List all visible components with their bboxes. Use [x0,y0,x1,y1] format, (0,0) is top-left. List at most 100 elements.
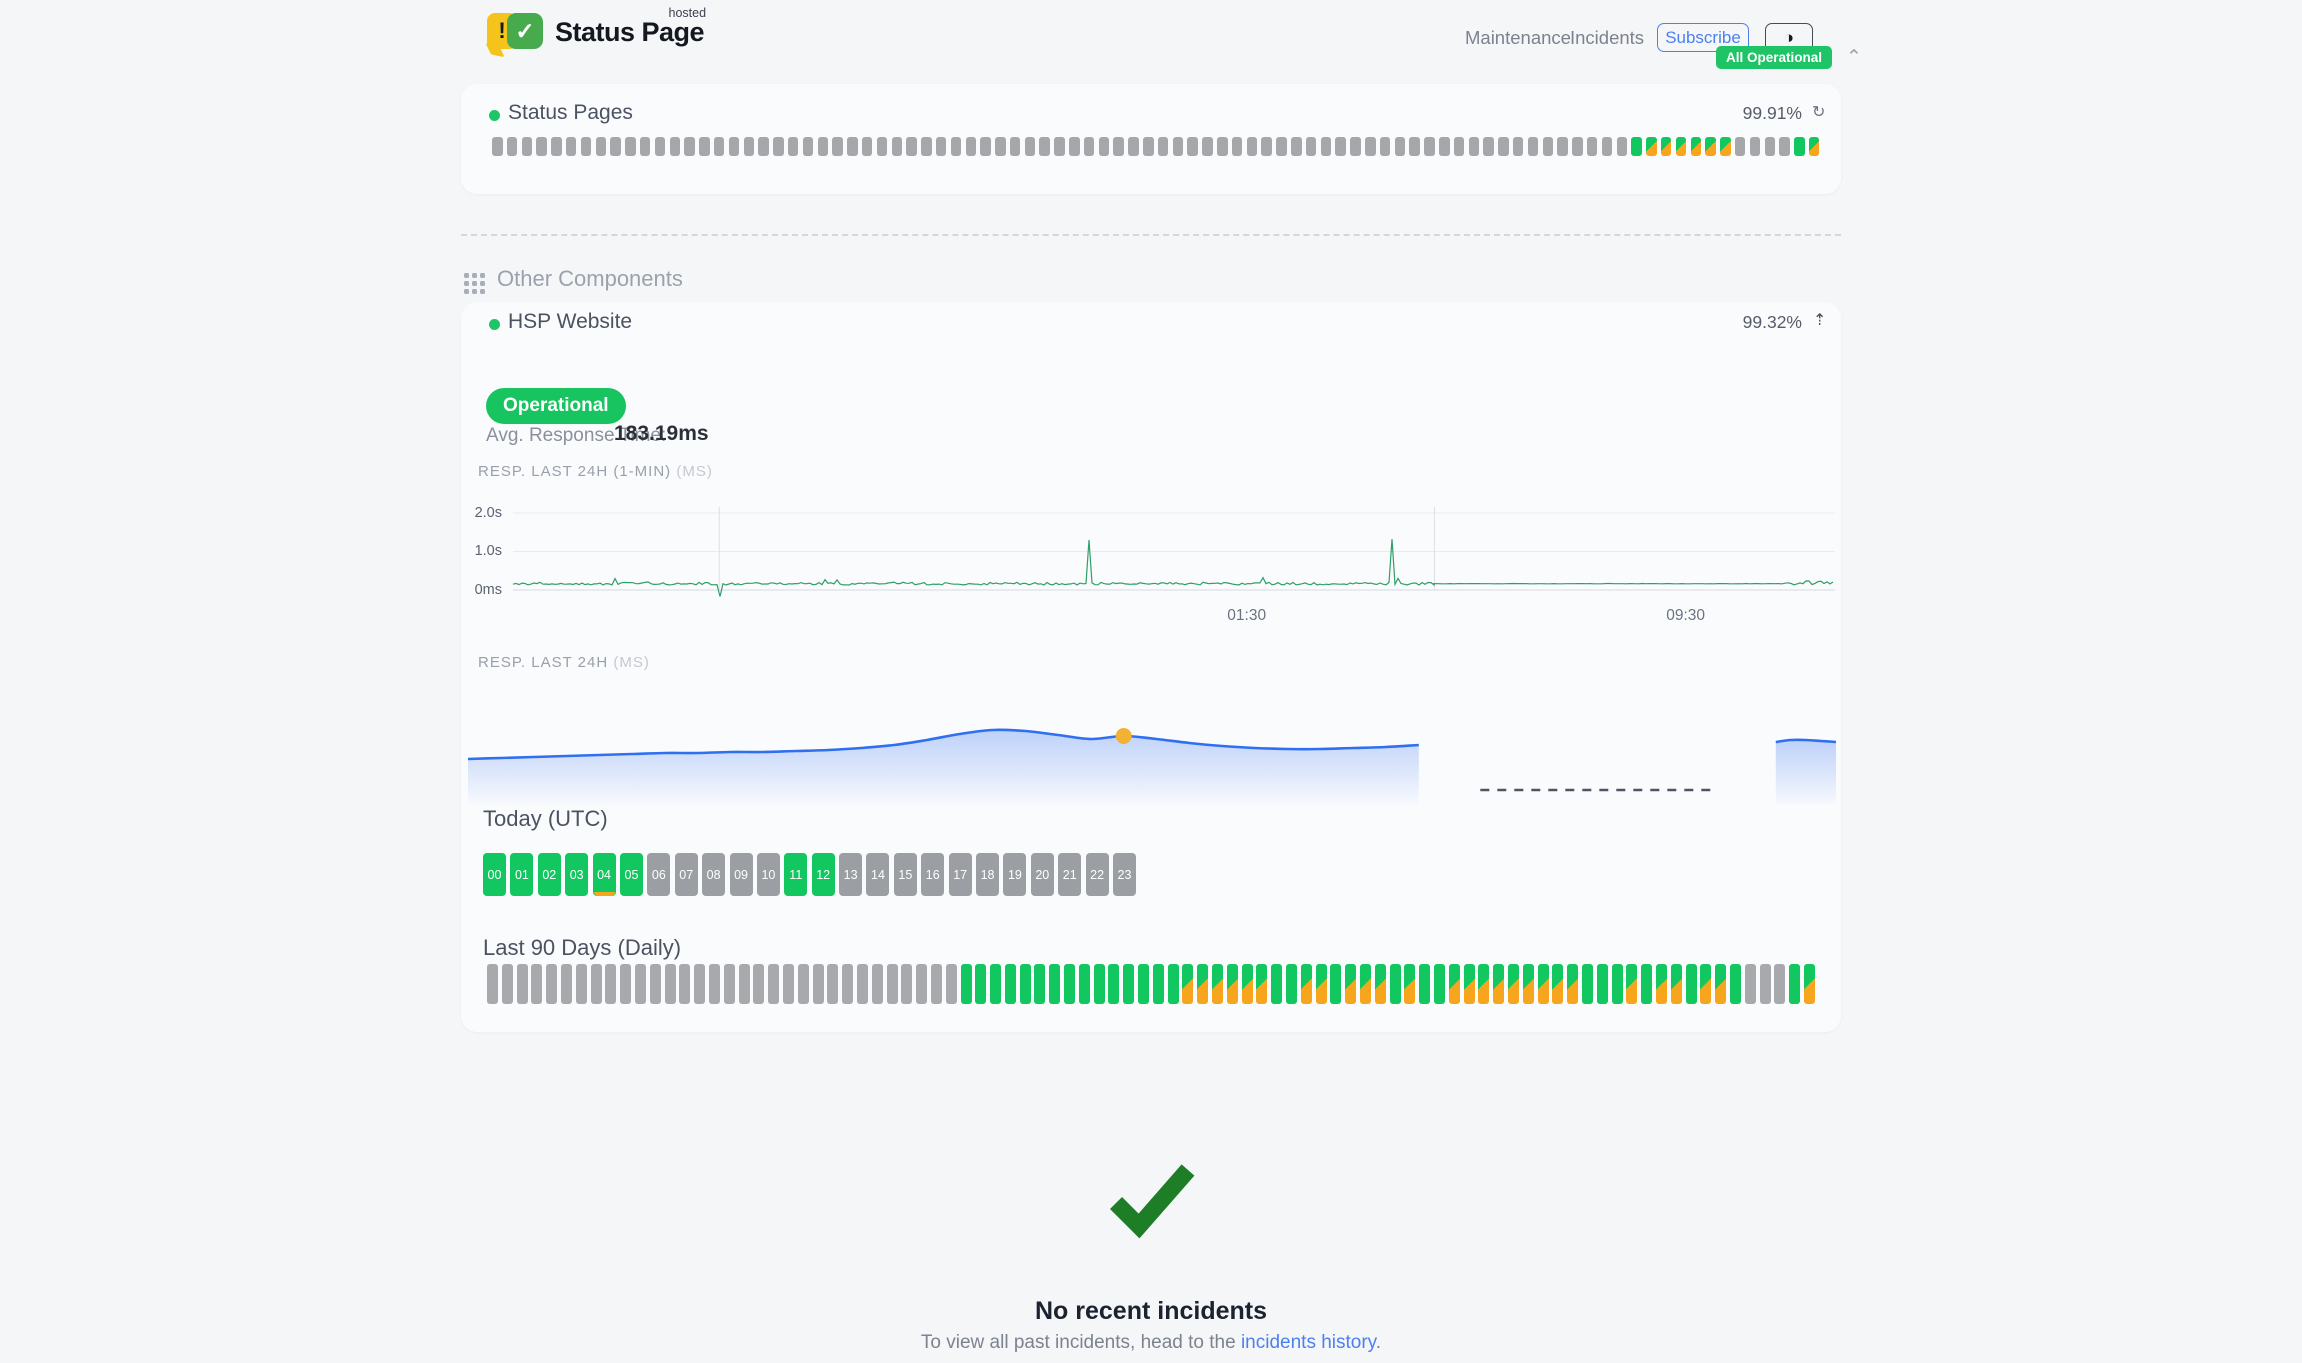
day-bar[interactable] [634,964,646,1004]
uptime-bar[interactable] [521,137,533,156]
uptime-bar[interactable] [847,137,858,156]
day-bar[interactable] [1463,964,1475,1004]
day-bar[interactable] [723,964,735,1004]
uptime-bar[interactable] [1305,137,1317,156]
uptime-bar[interactable] [654,137,666,156]
uptime-bar[interactable] [921,137,932,156]
day-bar[interactable] [960,964,972,1004]
day-bar[interactable] [1774,964,1786,1004]
day-bar[interactable] [1123,964,1135,1004]
uptime-bar[interactable] [1572,137,1583,156]
uptime-bar[interactable] [580,137,592,156]
uptime-bar[interactable] [1749,137,1761,156]
uptime-bar[interactable] [1734,137,1746,156]
day-bar[interactable] [1256,964,1268,1004]
day-bar[interactable] [1197,964,1209,1004]
day-bar[interactable] [1152,964,1164,1004]
uptime-bar[interactable] [1394,137,1406,156]
hour-block-17[interactable]: 17 [948,853,972,896]
day-bar[interactable] [1655,964,1667,1004]
day-bar[interactable] [1700,964,1712,1004]
uptime-bar[interactable] [1483,137,1494,156]
hour-block-08[interactable]: 08 [702,853,726,896]
hour-block-20[interactable]: 20 [1030,853,1054,896]
uptime-bar[interactable] [699,137,710,156]
hour-block-10[interactable]: 10 [756,853,780,896]
day-bar[interactable] [694,964,706,1004]
day-bar[interactable] [708,964,720,1004]
uptime-bar[interactable] [1808,137,1820,156]
trend-up-icon[interactable]: ⇡ [1813,312,1827,329]
uptime-bar[interactable] [684,137,695,156]
day-bar[interactable] [1108,964,1120,1004]
day-bar[interactable] [945,964,957,1004]
day-bar[interactable] [1286,964,1298,1004]
day-bar[interactable] [1626,964,1638,1004]
uptime-bar[interactable] [1187,137,1198,156]
uptime-bar[interactable] [1143,137,1154,156]
day-bar[interactable] [1345,964,1357,1004]
uptime-bar[interactable] [832,137,843,156]
uptime-bar[interactable] [980,137,991,156]
uptime-bar[interactable] [1527,137,1539,156]
uptime-bar[interactable] [817,137,829,156]
hour-block-21[interactable]: 21 [1058,853,1082,896]
uptime-bar[interactable] [669,137,681,156]
day-bar[interactable] [1493,964,1505,1004]
hour-block-18[interactable]: 18 [976,853,1000,896]
uptime-bar[interactable] [1246,137,1258,156]
day-bar[interactable] [590,964,602,1004]
uptime-bar[interactable] [950,137,962,156]
hour-block-22[interactable]: 22 [1085,853,1109,896]
day-bar[interactable] [1182,964,1194,1004]
hour-block-02[interactable]: 02 [537,853,561,896]
day-bar[interactable] [1803,964,1815,1004]
uptime-bar[interactable] [536,137,547,156]
day-bar[interactable] [1315,964,1327,1004]
uptime-bar[interactable] [1098,137,1110,156]
uptime-bar[interactable] [1009,137,1021,156]
uptime-bar[interactable] [743,137,755,156]
uptime-bar[interactable] [1764,137,1776,156]
uptime-bar[interactable] [1202,137,1213,156]
day-bar[interactable] [797,964,809,1004]
day-bar[interactable] [975,964,987,1004]
hour-block-06[interactable]: 06 [647,853,671,896]
day-bar[interactable] [1581,964,1593,1004]
uptime-bar[interactable] [1217,137,1228,156]
uptime-bar[interactable] [492,137,503,156]
day-bar[interactable] [575,964,587,1004]
uptime-bar[interactable] [1291,137,1302,156]
hour-block-04[interactable]: 04 [592,853,616,896]
nav-maintenance[interactable]: Maintenance [1465,27,1571,48]
uptime-bar[interactable] [965,137,976,156]
day-bar[interactable] [871,964,883,1004]
uptime-bar[interactable] [1276,137,1287,156]
day-bar[interactable] [1226,964,1238,1004]
uptime-bar[interactable] [713,137,725,156]
day-bar[interactable] [1004,964,1016,1004]
day-bar[interactable] [812,964,824,1004]
uptime-bar[interactable] [551,137,562,156]
uptime-bar[interactable] [787,137,799,156]
day-bar[interactable] [1567,964,1579,1004]
uptime-bar[interactable] [1453,137,1465,156]
day-bar[interactable] [1419,964,1431,1004]
day-bar[interactable] [679,964,691,1004]
day-bar[interactable] [531,964,543,1004]
day-bar[interactable] [1241,964,1253,1004]
day-bar[interactable] [1064,964,1076,1004]
hour-block-00[interactable]: 00 [483,853,506,896]
hour-block-12[interactable]: 12 [811,853,835,896]
uptime-bar[interactable] [1231,137,1243,156]
day-bar[interactable] [1271,964,1283,1004]
day-bar[interactable] [1434,964,1445,1004]
uptime-bar[interactable] [1616,137,1628,156]
day-bar[interactable] [1552,964,1564,1004]
uptime-bar[interactable] [1350,137,1361,156]
day-bar[interactable] [1729,964,1741,1004]
incidents-history-link[interactable]: incidents history [1240,1332,1376,1353]
hour-block-19[interactable]: 19 [1003,853,1027,896]
brand-logo[interactable]: ! ✓ Status Page hosted [487,6,706,49]
hour-block-16[interactable]: 16 [921,853,945,896]
